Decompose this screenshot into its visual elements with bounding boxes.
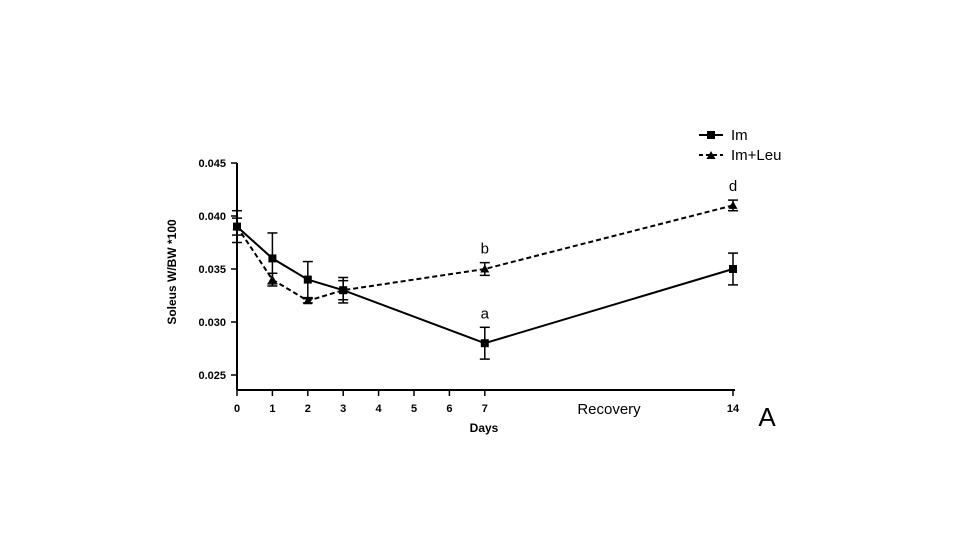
- x-tick-label-3: 3: [340, 403, 346, 415]
- x-tick-label-6: 6: [446, 403, 452, 415]
- recovery-label: Recovery: [577, 401, 641, 418]
- point-im-leu-0: [232, 222, 242, 231]
- point-im-5: [729, 265, 737, 273]
- x-tick-label-4: 4: [376, 403, 383, 415]
- point-im-leu-4: [480, 264, 490, 273]
- x-tick-label-7: 7: [482, 403, 488, 415]
- y-tick-label-1: 0.030: [198, 317, 226, 329]
- series-line-im: [236, 225, 734, 345]
- series-layer: [232, 199, 738, 360]
- y-axis-title: Soleus W/BW *100: [165, 219, 179, 325]
- legend-im-label: Im: [731, 127, 748, 144]
- series-line-im-leu: [236, 204, 734, 302]
- x-tick-label-2: 2: [305, 403, 311, 415]
- x-axis-title: Days: [470, 421, 499, 435]
- point-im-leu-5: [728, 200, 738, 209]
- x-tick-label-5: 5: [411, 403, 417, 415]
- legend-imleu-label: Im+Leu: [731, 147, 781, 164]
- y-tick-label-3: 0.040: [198, 211, 226, 223]
- y-tick-label-2: 0.035: [198, 264, 226, 276]
- point-im-1: [268, 254, 277, 263]
- annotation-a: a: [481, 305, 490, 322]
- x-tick-label-8: 14: [727, 403, 740, 415]
- y-tick-label-4: 0.045: [198, 158, 226, 170]
- legend-imleu-triangle-marker: [706, 151, 716, 159]
- x-ticks: 0 1 2 3 4 5 6 7 14: [234, 390, 740, 415]
- y-ticks: 0.025 0.030 0.035 0.040 0.045: [198, 158, 237, 382]
- point-im-4: [480, 339, 489, 348]
- point-im-leu-3: [338, 285, 348, 294]
- point-im-leu-2: [303, 296, 313, 305]
- legend-im-square-marker: [707, 131, 715, 139]
- point-im-leu-1: [267, 275, 277, 284]
- y-tick-label-0: 0.025: [198, 370, 226, 382]
- annotation-d: d: [729, 178, 737, 195]
- x-tick-label-0: 0: [234, 403, 240, 415]
- x-tick-label-1: 1: [269, 403, 275, 415]
- annotation-b: b: [481, 241, 489, 258]
- legend: Im Im+Leu: [699, 127, 781, 164]
- panel-label: A: [758, 402, 776, 432]
- point-im-2: [303, 275, 312, 284]
- annotations: b a d: [481, 178, 738, 322]
